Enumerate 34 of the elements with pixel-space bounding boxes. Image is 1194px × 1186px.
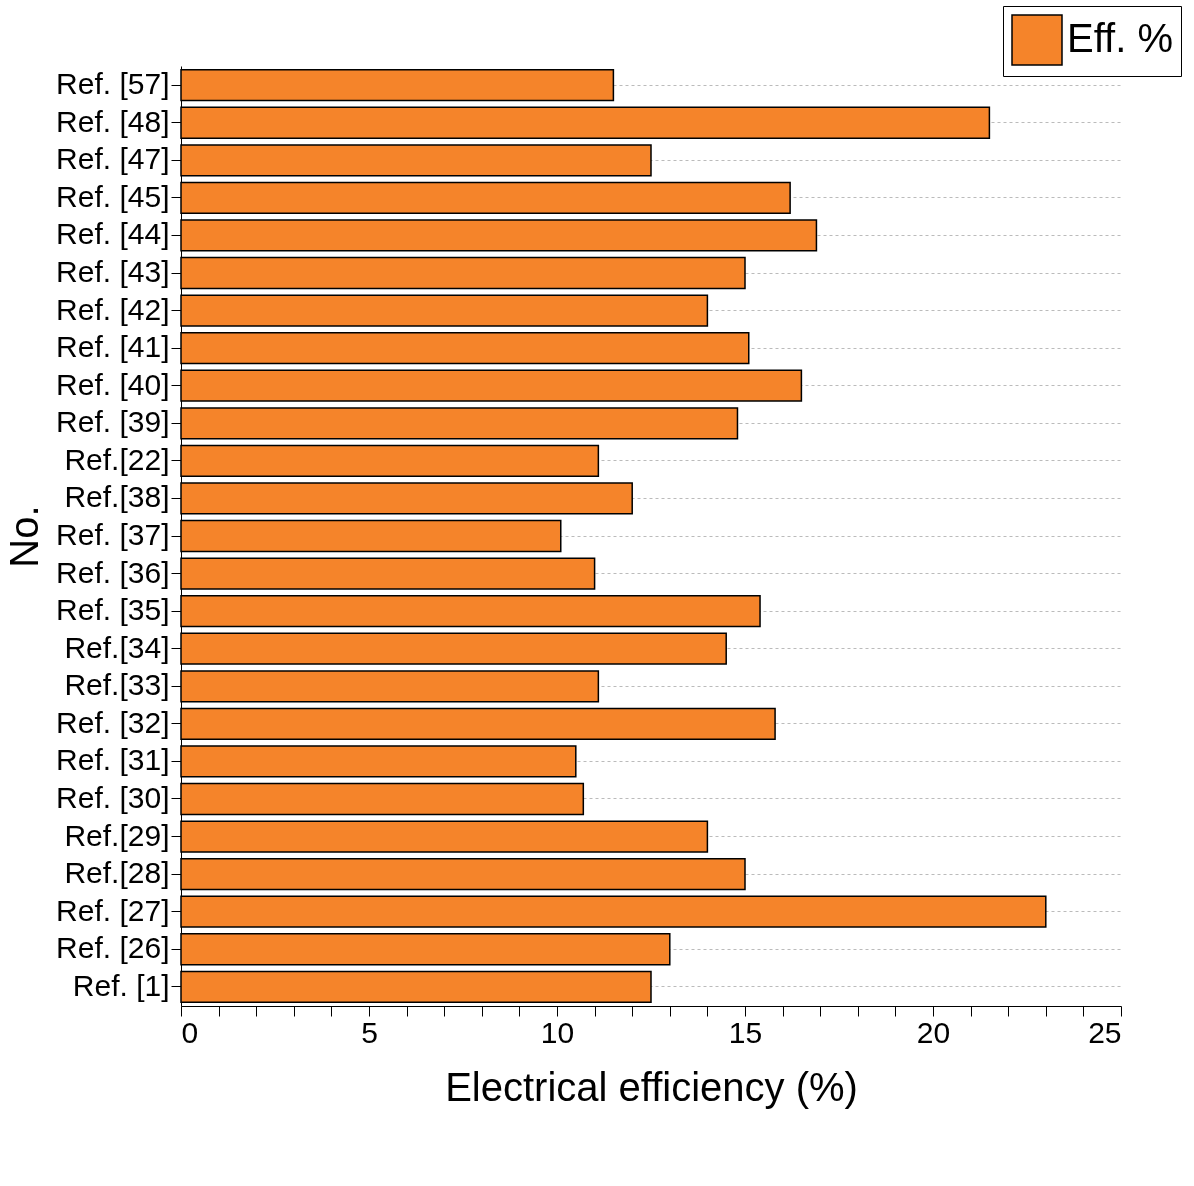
x-tick-label: 0: [181, 1015, 199, 1049]
x-tick-label: 20: [916, 1015, 951, 1049]
x-tick-label: 15: [728, 1015, 763, 1049]
x-tick-label: 5: [361, 1015, 378, 1049]
y-tick-label: Ref. [32]: [56, 705, 170, 739]
legend-label: Eff. %: [1067, 16, 1173, 60]
y-tick-label: Ref. [35]: [56, 593, 170, 627]
y-tick-label: Ref. [37]: [56, 518, 170, 551]
y-tick-label: Ref. [39]: [56, 405, 170, 439]
y-tick-label: Ref. [31]: [56, 743, 170, 777]
y-tick-label: Ref. [1]: [72, 968, 170, 1002]
y-tick-label: Ref.[22]: [64, 442, 170, 476]
y-tick-label: Ref. [45]: [56, 179, 170, 213]
y-tick-label: Ref. [44]: [56, 217, 170, 251]
y-tick-label: Ref. [48]: [56, 104, 170, 138]
y-tick-label: Ref. [27]: [56, 893, 170, 927]
y-axis-title: No.: [2, 505, 47, 568]
y-tick-label: Ref. [42]: [56, 292, 170, 326]
x-axis-title: Electrical efficiency (%): [445, 1064, 858, 1109]
y-tick-label: Ref.[29]: [64, 818, 170, 852]
y-tick-label: Ref.[28]: [64, 856, 170, 890]
y-tick-label: Ref. [43]: [56, 255, 170, 289]
y-tick-label: Ref. [47]: [56, 142, 170, 176]
y-tick-label: Ref. [30]: [56, 780, 170, 814]
x-tick-label: 25: [1088, 1015, 1122, 1049]
x-tick-label: 10: [540, 1015, 575, 1049]
y-tick-label: Ref. [40]: [56, 367, 170, 401]
y-tick-label: Ref.[34]: [64, 630, 170, 664]
y-tick-label: Ref. [36]: [56, 555, 170, 589]
y-tick-label: Ref. [41]: [56, 330, 170, 364]
y-tick-label: Ref.[33]: [64, 668, 170, 702]
y-tick-label: Ref. [26]: [56, 931, 170, 965]
y-tick-label: Ref.[38]: [64, 480, 170, 514]
y-tick-label: Ref. [57]: [56, 67, 170, 101]
